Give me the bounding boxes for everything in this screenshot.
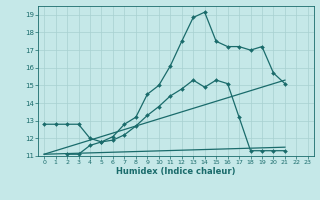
X-axis label: Humidex (Indice chaleur): Humidex (Indice chaleur)	[116, 167, 236, 176]
